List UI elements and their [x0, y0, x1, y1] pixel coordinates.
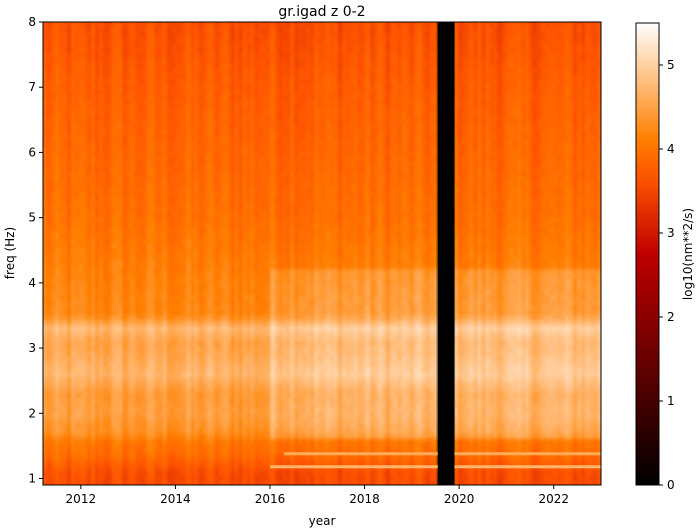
colorbar-tick-label: 1 — [667, 394, 675, 408]
data-gap — [437, 22, 455, 485]
colorbar-tick-label: 5 — [667, 58, 675, 72]
y-tick-label: 3 — [28, 341, 36, 355]
y-tick-label: 7 — [28, 80, 36, 94]
chart-title: gr.igad z 0-2 — [278, 4, 365, 20]
colorbar-tick-label: 3 — [667, 226, 675, 240]
y-tick-label: 8 — [28, 15, 36, 29]
colorbar-gradient — [635, 22, 660, 486]
heatmap-image — [43, 22, 601, 485]
x-tick-label: 2020 — [444, 492, 475, 506]
x-tick-label: 2012 — [66, 492, 97, 506]
y-tick-label: 4 — [28, 276, 36, 290]
y-tick-label: 2 — [28, 406, 36, 420]
colorbar-tick-label: 0 — [667, 478, 675, 492]
x-axis-label: year — [309, 514, 336, 528]
colorbar: 0 1 2 3 4 5 — [635, 22, 675, 492]
plot-frame — [42, 21, 602, 486]
x-tick-label: 2018 — [349, 492, 380, 506]
y-tick-label: 1 — [28, 471, 36, 485]
plot-area — [43, 22, 601, 485]
colorbar-tick-label: 4 — [667, 142, 675, 156]
colorbar-tick-label: 2 — [667, 310, 675, 324]
y-tick-label: 6 — [28, 145, 36, 159]
x-tick-label: 2014 — [160, 492, 191, 506]
x-tick-label: 2022 — [538, 492, 569, 506]
x-tick-label: 2016 — [255, 492, 286, 506]
axes: 2012 2014 2016 2018 2020 2022 1 2 3 4 5 6 7 8 — [28, 15, 602, 506]
y-axis-label: freq (Hz) — [3, 227, 17, 279]
y-tick-label: 5 — [28, 211, 36, 225]
colorbar-label: log10(nm**2/s) — [681, 208, 695, 300]
